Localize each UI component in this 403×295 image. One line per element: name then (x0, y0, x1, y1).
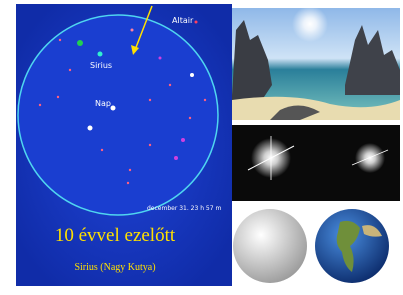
star-label: Sirius (90, 61, 112, 70)
star-label: Altair (172, 16, 194, 25)
slide: Altair Sirius Nap december 31. 23 h 57 m… (0, 0, 403, 295)
sky-circle (18, 15, 218, 215)
spheres-image (232, 205, 400, 287)
star-label: Nap (95, 99, 111, 108)
caption-title: 10 évvel ezelőtt (55, 225, 176, 246)
timestamp: december 31. 23 h 57 m (147, 205, 221, 212)
landscape-image (232, 6, 400, 120)
starburst-image (232, 125, 400, 201)
caption-subtitle: Sirius (Nagy Kutya) (74, 262, 155, 273)
